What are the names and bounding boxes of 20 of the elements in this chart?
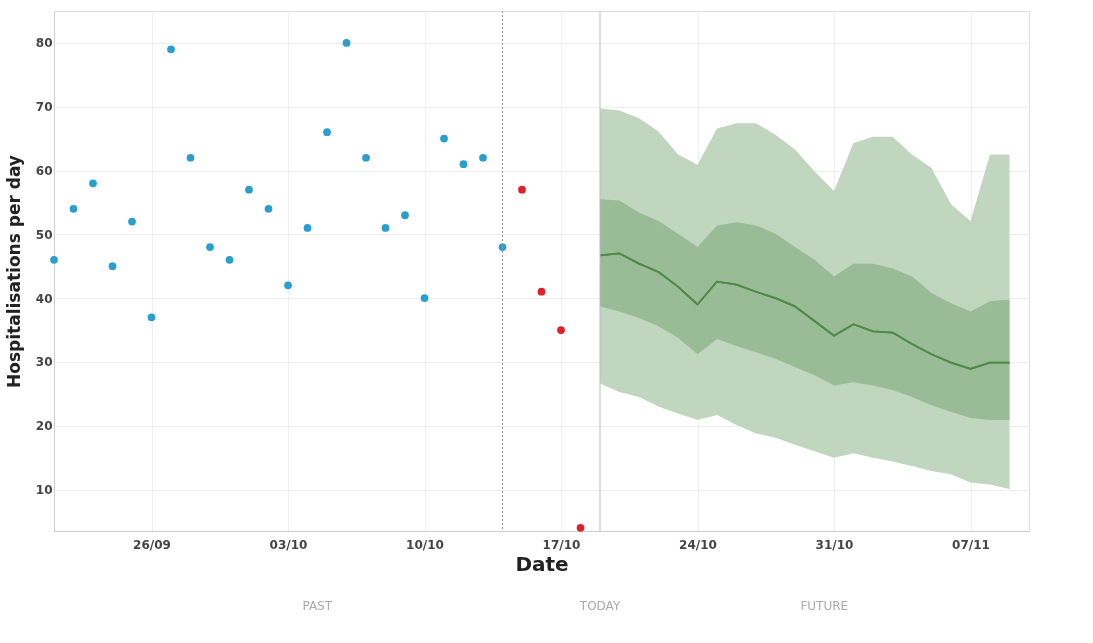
y-axis-title: Hospitalisations per day <box>3 155 24 388</box>
y-tick-label: 20 <box>35 419 53 434</box>
x-tick-label: 10/10 <box>406 537 444 552</box>
x-tick-label: 24/10 <box>679 537 717 552</box>
x-tick-label: 17/10 <box>542 537 581 552</box>
y-tick-label: 40 <box>35 291 53 306</box>
x-axis-title: Date <box>515 551 569 576</box>
text: PAST <box>302 599 333 613</box>
y-tick-label: 70 <box>35 100 53 115</box>
y-tick-label: 10 <box>35 483 53 498</box>
x-tick-label: 31/10 <box>815 537 854 552</box>
y-tick-label: 50 <box>35 227 53 242</box>
x-tick-label: 07/11 <box>952 537 990 552</box>
y-tick-label: 30 <box>35 355 53 370</box>
x-tick-label: 26/09 <box>133 537 171 552</box>
y-tick-label: 60 <box>35 164 53 179</box>
y-tick-label: 80 <box>35 36 53 51</box>
text: TODAY <box>578 599 621 613</box>
text: FUTURE <box>800 599 849 613</box>
x-tick-label: 03/10 <box>269 537 308 552</box>
